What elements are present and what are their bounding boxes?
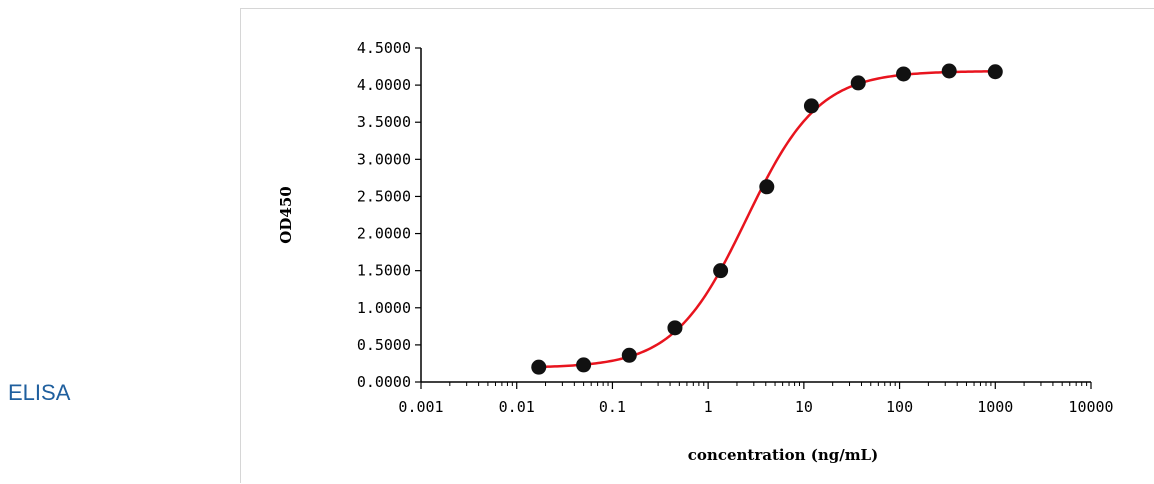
data-point — [759, 179, 775, 195]
data-point — [803, 98, 819, 114]
x-tick-label: 1 — [704, 398, 713, 416]
y-tick-label: 0.0000 — [357, 373, 411, 391]
ticks: 0.0000 0.5000 1.0000 1.5000 2.0000 2.5000 3.00… — [357, 39, 1114, 416]
x-tick-label: 100 — [886, 398, 913, 416]
fit-curve — [538, 70, 996, 369]
y-tick-label: 3.5000 — [357, 113, 411, 131]
data-point — [850, 75, 866, 91]
y-tick-label: 4.0000 — [357, 76, 411, 94]
chart-frame: 0.0000 0.5000 1.0000 1.5000 2.0000 2.5000 3.00… — [240, 8, 1154, 483]
axes — [420, 48, 1091, 383]
side-label: ELISA — [8, 380, 71, 405]
y-tick-label: 1.0000 — [357, 299, 411, 317]
data-point — [576, 357, 592, 373]
x-tick-label: 0.001 — [398, 398, 443, 416]
data-point — [987, 64, 1003, 80]
x-tick-label: 0.1 — [599, 398, 626, 416]
y-tick-label: 3.0000 — [357, 150, 411, 168]
data-point — [531, 359, 547, 375]
x-tick-label: 10000 — [1068, 398, 1113, 416]
data-point — [896, 66, 912, 82]
x-tick-label: 10 — [795, 398, 813, 416]
elisa-chart: 0.0000 0.5000 1.0000 1.5000 2.0000 2.5000 3.00… — [277, 39, 1114, 464]
y-axis-title: OD450 — [277, 186, 295, 243]
y-tick-label: 2.5000 — [357, 187, 411, 205]
data-point — [667, 320, 683, 336]
data-point — [621, 347, 637, 363]
data-point — [713, 263, 729, 279]
data-points — [531, 63, 1003, 375]
x-tick-label: 1000 — [977, 398, 1013, 416]
y-tick-label: 4.5000 — [357, 39, 411, 57]
y-tick-label: 1.5000 — [357, 262, 411, 280]
y-tick-label: 2.0000 — [357, 225, 411, 243]
x-tick-label: 0.01 — [499, 398, 535, 416]
y-tick-label: 0.5000 — [357, 336, 411, 354]
data-point — [941, 63, 957, 79]
x-axis-title: concentration (ng/mL) — [688, 446, 878, 464]
